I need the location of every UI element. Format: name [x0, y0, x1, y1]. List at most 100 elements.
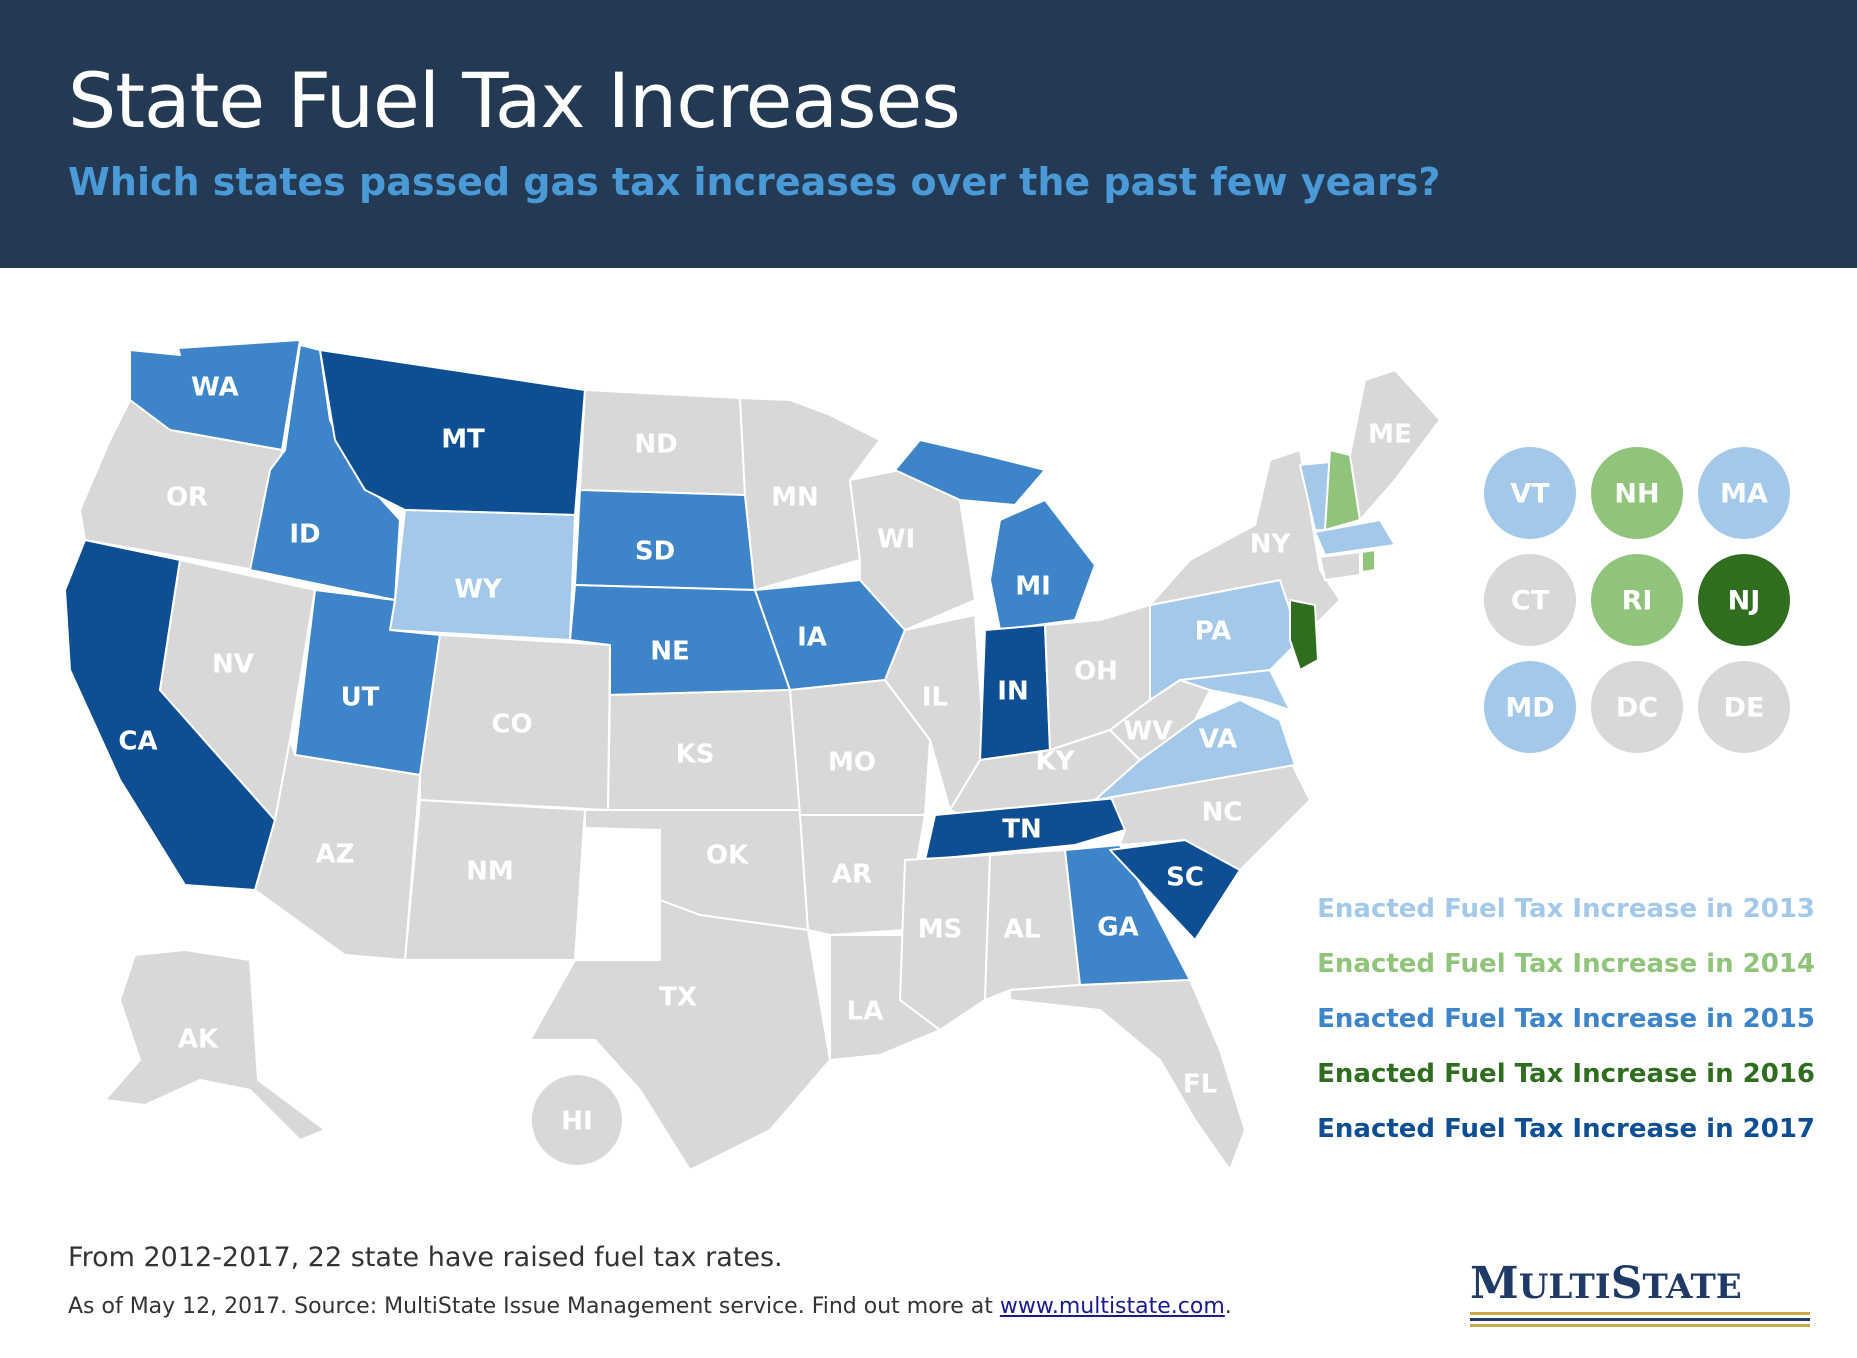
- state-label: WY: [454, 575, 503, 605]
- state-label: MT: [441, 425, 485, 455]
- small-state-circle[interactable]: [1591, 554, 1683, 646]
- state-ok[interactable]: [584, 809, 809, 931]
- state-label: ME: [1368, 420, 1412, 450]
- small-state-label: RI: [1622, 586, 1653, 617]
- state-fl[interactable]: [1009, 979, 1246, 1171]
- state-label: SC: [1166, 863, 1204, 893]
- state-label: UT: [341, 683, 380, 713]
- logo-underline: [1470, 1312, 1810, 1327]
- state-ak[interactable]: [104, 949, 326, 1141]
- small-state-circle[interactable]: [1484, 661, 1576, 753]
- small-state-label: NH: [1614, 479, 1659, 510]
- small-state-label: CT: [1511, 586, 1550, 617]
- small-state-circle[interactable]: [1484, 447, 1576, 539]
- state-label: GA: [1097, 913, 1138, 943]
- state-ar[interactable]: [799, 814, 926, 936]
- state-label: LA: [847, 997, 884, 1027]
- state-ct[interactable]: [1319, 551, 1361, 581]
- source-link[interactable]: www.multistate.com: [999, 1294, 1225, 1319]
- state-label: IN: [997, 677, 1028, 707]
- small-state-label: VT: [1510, 479, 1550, 510]
- legend: Enacted Fuel Tax Increase in 2013 Enacte…: [1317, 888, 1815, 1163]
- state-label: HI: [561, 1107, 592, 1137]
- state-label: TN: [1002, 815, 1042, 845]
- state-label: ID: [289, 520, 320, 550]
- state-label: SD: [635, 537, 675, 567]
- small-state-label: MA: [1720, 479, 1768, 510]
- state-label: OH: [1074, 657, 1118, 687]
- state-label: AK: [178, 1025, 219, 1055]
- state-label: ND: [634, 430, 677, 460]
- small-state-ri[interactable]: RI: [1591, 554, 1683, 646]
- state-mi[interactable]: [989, 499, 1096, 631]
- state-label: TX: [659, 983, 697, 1013]
- multistate-logo: MULTISTATE: [1470, 1258, 1810, 1327]
- state-label: AZ: [316, 840, 355, 870]
- legend-item-2016: Enacted Fuel Tax Increase in 2016: [1317, 1059, 1815, 1089]
- logo-wordmark: MULTISTATE: [1470, 1258, 1742, 1309]
- small-state-nj[interactable]: NJ: [1698, 554, 1790, 646]
- state-label: PA: [1195, 617, 1232, 647]
- state-label: VA: [1199, 725, 1237, 755]
- header-banner: State Fuel Tax Increases Which states pa…: [0, 0, 1857, 268]
- state-label: WI: [877, 525, 915, 555]
- source-text: As of May 12, 2017. Source: MultiState I…: [68, 1294, 1232, 1319]
- page-subtitle: Which states passed gas tax increases ov…: [68, 160, 1441, 204]
- small-state-ma[interactable]: MA: [1698, 447, 1790, 539]
- legend-item-2015: Enacted Fuel Tax Increase in 2015: [1317, 1004, 1815, 1034]
- hawaii-circle[interactable]: HI: [532, 1075, 622, 1165]
- source-prefix: As of May 12, 2017. Source: MultiState I…: [68, 1294, 1000, 1319]
- small-state-label: MD: [1505, 693, 1554, 724]
- small-state-label: NJ: [1728, 586, 1761, 617]
- small-state-label: DE: [1724, 693, 1765, 724]
- state-label: NC: [1202, 798, 1243, 828]
- legend-item-2014: Enacted Fuel Tax Increase in 2014: [1317, 949, 1815, 979]
- state-label: FL: [1183, 1070, 1217, 1100]
- state-mi-upper[interactable]: [894, 439, 1046, 506]
- small-state-circle[interactable]: [1698, 447, 1790, 539]
- state-label: MS: [918, 915, 963, 945]
- state-label: IA: [797, 623, 827, 653]
- state-label: WV: [1124, 717, 1173, 747]
- state-label: IL: [922, 683, 948, 713]
- state-me[interactable]: [1349, 369, 1441, 521]
- state-mo[interactable]: [789, 679, 931, 816]
- summary-text: From 2012-2017, 22 state have raised fue…: [68, 1242, 783, 1273]
- state-ms[interactable]: [899, 854, 991, 1031]
- small-state-label: DC: [1616, 693, 1658, 724]
- state-label: KS: [676, 740, 715, 770]
- state-label: NV: [212, 650, 254, 680]
- state-label: NE: [650, 637, 690, 667]
- small-state-nh[interactable]: NH: [1591, 447, 1683, 539]
- state-label: OR: [166, 483, 208, 513]
- state-nj[interactable]: [1289, 599, 1319, 671]
- small-state-circle[interactable]: [1698, 661, 1790, 753]
- small-state-dc[interactable]: DC: [1591, 661, 1683, 753]
- state-label: AL: [1004, 915, 1041, 945]
- state-label: MI: [1015, 572, 1051, 602]
- small-state-md[interactable]: MD: [1484, 661, 1576, 753]
- small-state-circle[interactable]: [1484, 554, 1576, 646]
- state-label: AR: [832, 860, 872, 890]
- small-state-vt[interactable]: VT: [1484, 447, 1576, 539]
- us-map: WA OR CA ID NV MT WY UT AZ CO NM ND SD N…: [64, 339, 1790, 1171]
- small-state-circle[interactable]: [1591, 661, 1683, 753]
- state-wy[interactable]: [389, 509, 576, 641]
- state-tx[interactable]: [529, 899, 831, 1171]
- state-ri[interactable]: [1361, 549, 1376, 573]
- state-az[interactable]: [254, 739, 421, 961]
- state-label: KY: [1036, 747, 1076, 777]
- small-state-circle[interactable]: [1591, 447, 1683, 539]
- small-state-de[interactable]: DE: [1698, 661, 1790, 753]
- legend-item-2017: Enacted Fuel Tax Increase in 2017: [1317, 1114, 1815, 1144]
- small-state-circle[interactable]: [1698, 554, 1790, 646]
- state-label: CO: [491, 710, 532, 740]
- small-states-grid: VT NH MA CT RI NJ MD DC DE: [1484, 447, 1790, 753]
- page-title: State Fuel Tax Increases: [68, 56, 961, 145]
- state-ma[interactable]: [1314, 519, 1396, 556]
- small-state-ct[interactable]: CT: [1484, 554, 1576, 646]
- source-suffix: .: [1224, 1294, 1232, 1319]
- state-label: MO: [828, 748, 876, 778]
- legend-item-2013: Enacted Fuel Tax Increase in 2013: [1317, 894, 1815, 924]
- state-label: WA: [191, 373, 239, 403]
